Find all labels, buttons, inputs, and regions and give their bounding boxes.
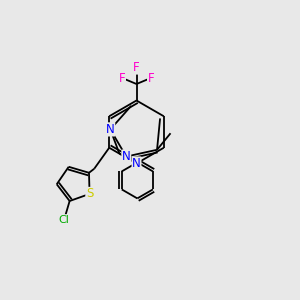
Text: N: N (122, 150, 131, 163)
Text: S: S (86, 188, 93, 200)
Text: F: F (119, 71, 125, 85)
Text: Cl: Cl (59, 215, 70, 225)
Text: N: N (106, 123, 115, 136)
Text: N: N (132, 157, 141, 170)
Text: F: F (133, 61, 140, 74)
Text: F: F (148, 71, 154, 85)
